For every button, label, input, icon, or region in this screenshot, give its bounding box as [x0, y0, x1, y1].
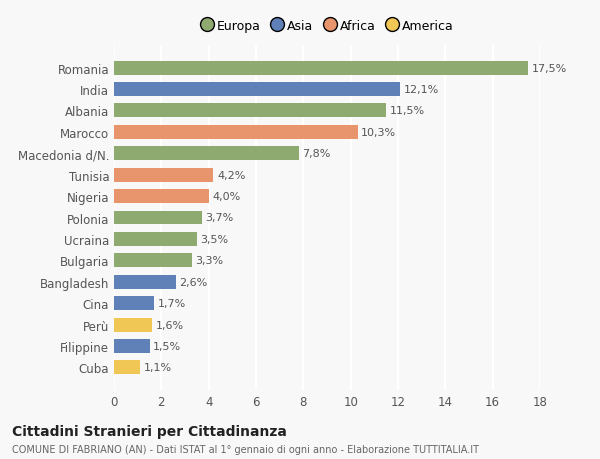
Text: 7,8%: 7,8%: [302, 149, 331, 159]
Text: 1,7%: 1,7%: [158, 298, 186, 308]
Bar: [114, 190, 209, 204]
Bar: [114, 147, 299, 161]
Text: 17,5%: 17,5%: [532, 63, 567, 73]
Bar: [114, 297, 154, 310]
Text: 2,6%: 2,6%: [179, 277, 208, 287]
Bar: [114, 104, 386, 118]
Bar: [114, 232, 197, 246]
Text: 1,1%: 1,1%: [143, 363, 172, 373]
Text: 3,7%: 3,7%: [205, 213, 233, 223]
Text: 12,1%: 12,1%: [404, 85, 439, 95]
Text: 11,5%: 11,5%: [390, 106, 425, 116]
Text: 10,3%: 10,3%: [361, 128, 397, 138]
Text: COMUNE DI FABRIANO (AN) - Dati ISTAT al 1° gennaio di ogni anno - Elaborazione T: COMUNE DI FABRIANO (AN) - Dati ISTAT al …: [12, 444, 479, 454]
Legend: Europa, Asia, Africa, America: Europa, Asia, Africa, America: [198, 18, 456, 36]
Text: 1,5%: 1,5%: [153, 341, 181, 351]
Bar: [114, 83, 400, 97]
Bar: [114, 318, 152, 332]
Bar: [114, 168, 214, 182]
Bar: [114, 361, 140, 375]
Bar: [114, 275, 176, 289]
Bar: [114, 254, 192, 268]
Bar: [114, 339, 149, 353]
Bar: [114, 126, 358, 140]
Text: 4,0%: 4,0%: [212, 192, 241, 202]
Text: 3,3%: 3,3%: [196, 256, 224, 266]
Text: 1,6%: 1,6%: [155, 320, 184, 330]
Text: Cittadini Stranieri per Cittadinanza: Cittadini Stranieri per Cittadinanza: [12, 425, 287, 438]
Text: 4,2%: 4,2%: [217, 170, 245, 180]
Bar: [114, 211, 202, 225]
Bar: [114, 62, 528, 75]
Text: 3,5%: 3,5%: [200, 235, 229, 244]
